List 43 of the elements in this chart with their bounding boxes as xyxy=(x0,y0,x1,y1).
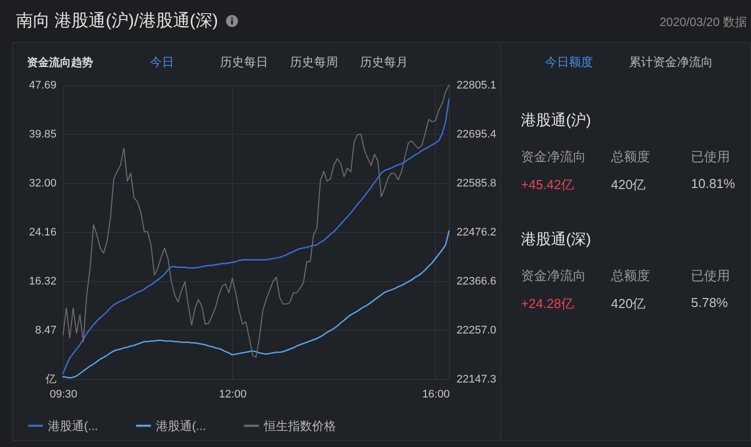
text: 港股通(深) xyxy=(521,230,591,249)
y2-tick-label: 22147.3 xyxy=(456,374,496,386)
text: 2020/03/20 数据 xyxy=(660,14,747,31)
x-tick-label: 16:00 xyxy=(422,388,450,400)
tab-button: 历史每月 xyxy=(360,54,408,71)
y-tick-label: 24.16 xyxy=(28,226,56,238)
y-tick-label: 47.69 xyxy=(28,80,56,92)
text: 总额度 xyxy=(611,267,650,285)
tab-button: 今日额度 xyxy=(545,54,593,71)
chart-title: 南向 港股通(沪)/港股通(深) xyxy=(16,10,218,32)
text: 港股通(沪) xyxy=(521,111,591,130)
text: 已使用 xyxy=(691,148,730,166)
legend-label: 恒生指数价格 xyxy=(263,418,336,433)
y2-tick-label: 22366.6 xyxy=(456,275,496,288)
y2-tick-label: 22695.4 xyxy=(456,128,496,141)
text: +24.28亿 xyxy=(521,295,574,313)
text: 10.81% xyxy=(691,176,736,191)
y-tick-label: 16.32 xyxy=(28,275,56,288)
y-tick-label: 32.00 xyxy=(28,178,56,190)
y2-tick-label: 22805.1 xyxy=(456,80,496,92)
text: +45.42亿 xyxy=(521,176,574,194)
text: 420亿 xyxy=(611,295,646,313)
y-tick-label: 亿 xyxy=(44,374,56,386)
text: 420亿 xyxy=(611,176,646,194)
y-tick-label: 8.47 xyxy=(35,324,56,336)
tab-button: 历史每日 xyxy=(220,54,268,71)
tab-button: 累计资金净流向 xyxy=(629,54,713,71)
x-tick-label: 09:30 xyxy=(50,388,78,400)
y2-tick-label: 22257.0 xyxy=(456,324,496,336)
tab-button: 今日 xyxy=(150,54,174,71)
text: 资金净流向 xyxy=(521,148,586,166)
text: 资金流向趋势 xyxy=(27,56,93,70)
text: 已使用 xyxy=(691,267,730,285)
y2-tick-label: 22476.2 xyxy=(456,226,496,238)
legend-label: 港股通(... xyxy=(48,418,98,433)
tab-button: 历史每周 xyxy=(290,54,338,71)
text: 总额度 xyxy=(611,148,650,166)
text: 资金净流向 xyxy=(521,267,586,285)
text: 5.78% xyxy=(691,295,728,310)
y2-tick-label: 22585.8 xyxy=(456,178,496,190)
x-tick-label: 12:00 xyxy=(219,388,247,400)
y-tick-label: 39.85 xyxy=(28,128,56,140)
legend-label: 港股通(... xyxy=(156,418,206,433)
